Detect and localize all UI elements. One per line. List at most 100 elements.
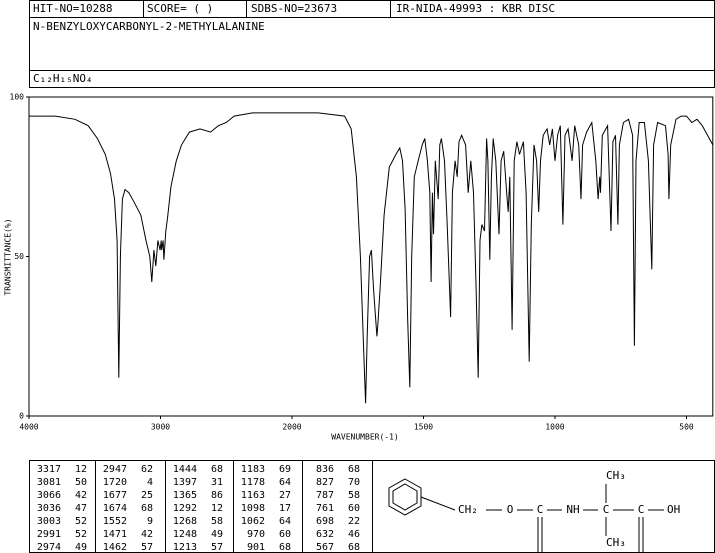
- atom: OH: [667, 503, 680, 516]
- peak-transmittance: 49: [75, 542, 87, 553]
- peak-transmittance: 68: [348, 464, 360, 475]
- peak-transmittance: 60: [279, 529, 291, 540]
- peak-transmittance: 68: [141, 503, 153, 514]
- header-row: [29, 0, 715, 18]
- sdbs-no: SDBS-NO=23673: [251, 2, 337, 15]
- peak-transmittance: 31: [211, 477, 223, 488]
- peak-wavenumber: 698: [316, 516, 334, 527]
- peak-transmittance: 60: [348, 503, 360, 514]
- peak-transmittance: 46: [348, 529, 360, 540]
- x-tick-label: 3000: [151, 423, 170, 432]
- peak-transmittance: 70: [348, 477, 360, 488]
- peak-wavenumber: 761: [316, 503, 334, 514]
- formula: C₁₂H₁₅NO₄: [33, 72, 93, 85]
- peak-transmittance: 52: [75, 529, 87, 540]
- score: SCORE= ( ): [147, 2, 213, 15]
- peak-transmittance: 17: [279, 503, 291, 514]
- atom: C: [537, 503, 544, 516]
- peak-wavenumber: 1552: [103, 516, 127, 527]
- peak-transmittance: 42: [75, 490, 87, 501]
- atom: NH: [566, 503, 579, 516]
- peak-transmittance: 64: [279, 516, 291, 527]
- x-tick-label: 4000: [19, 423, 38, 432]
- peak-transmittance: 57: [141, 542, 153, 553]
- peak-transmittance: 69: [279, 464, 291, 475]
- peak-wavenumber: 1444: [173, 464, 197, 475]
- peak-wavenumber: 1163: [241, 490, 265, 501]
- spectrum-line: [29, 112, 714, 404]
- peak-wavenumber: 901: [247, 542, 265, 553]
- plot-frame: [28, 96, 714, 417]
- peak-transmittance: 47: [75, 503, 87, 514]
- peak-transmittance: 68: [211, 464, 223, 475]
- y-tick-label: 50: [14, 252, 24, 261]
- benzene-ring: [388, 478, 422, 516]
- x-tick-label: 2000: [282, 423, 301, 432]
- peak-transmittance: 57: [211, 542, 223, 553]
- peak-transmittance: 25: [141, 490, 153, 501]
- peak-wavenumber: 2974: [37, 542, 61, 553]
- peak-wavenumber: 1183: [241, 464, 265, 475]
- peak-wavenumber: 632: [316, 529, 334, 540]
- peak-wavenumber: 1674: [103, 503, 127, 514]
- peak-wavenumber: 827: [316, 477, 334, 488]
- y-tick-label: 0: [19, 412, 24, 421]
- peak-wavenumber: 1098: [241, 503, 265, 514]
- peak-transmittance: 50: [75, 477, 87, 488]
- x-axis-label: WAVENUMBER(-1): [331, 433, 398, 442]
- peak-transmittance: 58: [211, 516, 223, 527]
- peak-wavenumber: 1471: [103, 529, 127, 540]
- peak-wavenumber: 1248: [173, 529, 197, 540]
- peak-transmittance: 9: [147, 516, 153, 527]
- x-tick-label: 500: [679, 423, 694, 432]
- peak-wavenumber: 3066: [37, 490, 61, 501]
- atom: C: [638, 503, 645, 516]
- peak-transmittance: 68: [279, 542, 291, 553]
- peak-transmittance: 42: [141, 529, 153, 540]
- peak-wavenumber: 1677: [103, 490, 127, 501]
- x-tick-label: 1000: [545, 423, 564, 432]
- peak-wavenumber: 3081: [37, 477, 61, 488]
- atom: CH₃: [606, 469, 626, 482]
- peak-wavenumber: 1178: [241, 477, 265, 488]
- peak-transmittance: 68: [348, 542, 360, 553]
- peak-transmittance: 52: [75, 516, 87, 527]
- peak-transmittance: 22: [348, 516, 360, 527]
- peak-transmittance: 12: [211, 503, 223, 514]
- peak-wavenumber: 1365: [173, 490, 197, 501]
- y-tick-label: 100: [10, 93, 25, 102]
- method: IR-NIDA-49993 : KBR DISC: [396, 2, 555, 15]
- peak-wavenumber: 1292: [173, 503, 197, 514]
- peak-wavenumber: 1062: [241, 516, 265, 527]
- peak-wavenumber: 3317: [37, 464, 61, 475]
- peak-wavenumber: 567: [316, 542, 334, 553]
- atom: C: [603, 503, 610, 516]
- atom: CH₂: [458, 503, 478, 516]
- peak-wavenumber: 2947: [103, 464, 127, 475]
- peak-transmittance: 64: [279, 477, 291, 488]
- atom: CH₃: [606, 536, 626, 549]
- peak-wavenumber: 2991: [37, 529, 61, 540]
- peak-wavenumber: 1462: [103, 542, 127, 553]
- peak-transmittance: 58: [348, 490, 360, 501]
- peak-wavenumber: 787: [316, 490, 334, 501]
- formula-box: [29, 70, 715, 88]
- bond: [420, 496, 456, 511]
- peak-wavenumber: 1720: [103, 477, 127, 488]
- peak-transmittance: 27: [279, 490, 291, 501]
- peak-transmittance: 62: [141, 464, 153, 475]
- y-axis-label: TRANSMITTANCE(%): [4, 218, 13, 295]
- compound-name: N-BENZYLOXYCARBONYL-2-METHYLALANINE: [33, 20, 265, 33]
- peak-transmittance: 4: [147, 477, 153, 488]
- peak-wavenumber: 1397: [173, 477, 197, 488]
- peak-wavenumber: 836: [316, 464, 334, 475]
- peak-wavenumber: 970: [247, 529, 265, 540]
- peak-wavenumber: 3036: [37, 503, 61, 514]
- x-tick-label: 1500: [414, 423, 433, 432]
- peak-wavenumber: 1213: [173, 542, 197, 553]
- peak-wavenumber: 3003: [37, 516, 61, 527]
- peak-transmittance: 12: [75, 464, 87, 475]
- peak-transmittance: 49: [211, 529, 223, 540]
- hit-no: HIT-NO=10288: [33, 2, 112, 15]
- peak-transmittance: 86: [211, 490, 223, 501]
